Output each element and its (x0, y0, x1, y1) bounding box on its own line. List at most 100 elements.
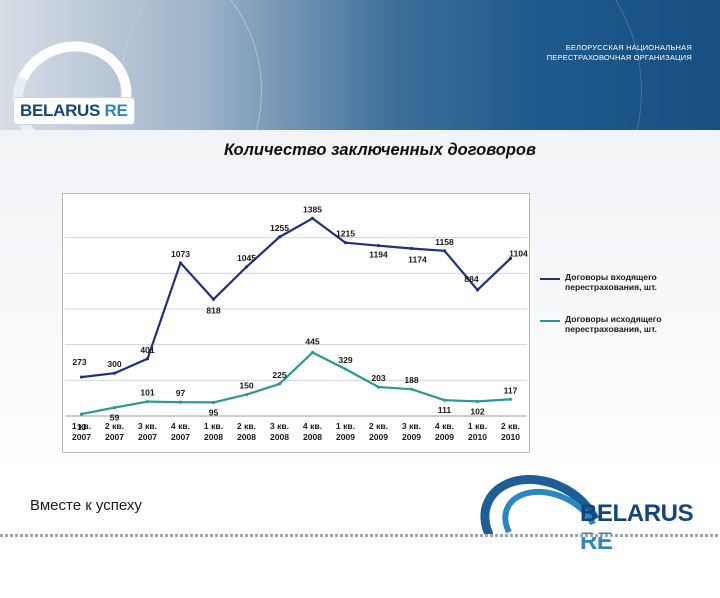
x-tick-label-year: 2010 (468, 432, 487, 442)
data-label: 97 (176, 388, 186, 398)
data-label: 1174 (408, 255, 427, 265)
data-label: 117 (504, 385, 518, 395)
data-point (211, 400, 216, 405)
x-tick-label-quarter: 4 кв. (171, 421, 190, 431)
data-label: 1158 (435, 237, 454, 247)
footer-divider (0, 534, 720, 537)
x-tick-label-quarter: 1 кв. (204, 421, 223, 431)
data-point (112, 371, 117, 375)
data-label: 1045 (237, 253, 256, 263)
x-tick-label-year: 2007 (72, 432, 91, 442)
legend-item-incoming: Договоры входящего перестрахования, шт. (540, 270, 710, 312)
data-point (178, 261, 183, 265)
x-tick-label-year: 2008 (303, 432, 322, 442)
x-tick-label-year: 2009 (369, 432, 388, 442)
footer-logo-word: BELARUS RE (580, 500, 710, 556)
data-label: 225 (272, 370, 287, 380)
data-label: 1104 (509, 248, 528, 258)
data-point (409, 387, 414, 391)
org-name-line-1: БЕЛОРУССКАЯ НАЦИОНАЛЬНАЯ (565, 43, 692, 52)
x-tick-label-quarter: 1 кв. (72, 421, 91, 431)
x-tick-label-year: 2010 (501, 432, 520, 442)
x-tick-label-year: 2008 (204, 432, 223, 442)
data-label: 95 (209, 407, 219, 417)
series-line-incoming (81, 217, 512, 379)
data-point (310, 350, 315, 355)
data-point (475, 288, 480, 292)
x-tick-label-year: 2007 (171, 432, 190, 442)
data-point (376, 385, 381, 389)
legend-swatch-outgoing (540, 320, 560, 322)
data-point (145, 357, 150, 361)
data-point (343, 367, 348, 371)
data-point (79, 375, 84, 379)
data-label: 329 (338, 355, 353, 365)
legend-label-outgoing: Договоры исходящего перестрахования, шт. (565, 314, 662, 334)
data-label: 13 (77, 422, 87, 432)
data-label: 59 (110, 413, 120, 423)
x-tick-label-quarter: 4 кв. (303, 421, 322, 431)
x-tick-label-quarter: 3 кв. (138, 421, 157, 431)
data-label: 1215 (336, 229, 355, 239)
data-point (376, 244, 381, 248)
data-label: 1255 (270, 223, 289, 233)
data-label: 203 (371, 373, 386, 383)
x-tick-label-quarter: 2 кв. (105, 421, 124, 431)
x-tick-label-year: 2007 (138, 432, 157, 442)
footer-logo: BELARUS RE (463, 455, 710, 598)
x-tick-label-quarter: 3 кв. (270, 421, 289, 431)
data-label: 188 (404, 375, 419, 385)
legend-swatch-incoming (540, 278, 560, 280)
data-point (277, 235, 282, 239)
data-point (178, 400, 183, 404)
data-label: 401 (140, 345, 155, 355)
footer-logo-belarus: BELARUS (580, 500, 694, 527)
x-tick-label-quarter: 1 кв. (336, 421, 355, 431)
data-label: 1194 (369, 250, 388, 260)
logo-re: RE (104, 101, 128, 120)
data-point (343, 241, 348, 245)
x-tick-label-quarter: 2 кв. (369, 421, 388, 431)
x-tick-label-year: 2008 (237, 432, 256, 442)
x-tick-label-year: 2009 (435, 432, 454, 442)
data-label: 102 (470, 406, 485, 416)
data-point (277, 382, 282, 386)
globe-decoration (120, 0, 642, 130)
x-tick-label-year: 2009 (336, 432, 355, 442)
chart-plot-area: 1 кв. 2007 2 кв. 2007 3 кв. 2007 4 кв. 2007 1 кв… (62, 193, 530, 453)
data-point (508, 397, 513, 401)
data-point (409, 246, 414, 251)
data-label: 1073 (171, 249, 190, 259)
chart-title: Количество заключенных договоров (224, 141, 536, 159)
data-label: 884 (464, 274, 479, 284)
x-tick-label-year: 2007 (105, 432, 124, 442)
data-label: 300 (107, 359, 122, 369)
x-tick-label-quarter: 3 кв. (402, 421, 421, 431)
data-point (475, 399, 480, 404)
x-tick-label-quarter: 2 кв. (501, 421, 520, 431)
org-name-line-2: ПЕРЕСТРАХОВОЧНАЯ ОРГАНИЗАЦИЯ (546, 53, 692, 62)
legend-label-incoming: Договоры входящего перестрахования, шт. (565, 272, 657, 292)
data-point (244, 393, 249, 397)
x-tick-label-year: 2008 (270, 432, 289, 442)
logo-badge: BELARUS RE (14, 98, 134, 124)
data-label: 101 (140, 388, 155, 398)
data-point (112, 405, 117, 410)
logo-word: BELARUS (20, 101, 101, 120)
legend-item-outgoing: Договоры исходящего перестрахования, шт. (540, 312, 710, 354)
data-point (244, 265, 249, 269)
footer-logo-re: RE (580, 528, 613, 555)
data-label: 111 (438, 405, 452, 415)
data-point (79, 412, 84, 416)
data-label: 273 (72, 357, 87, 367)
x-tick-label-year: 2009 (402, 432, 421, 442)
data-label: 445 (305, 337, 320, 347)
data-point (442, 249, 447, 253)
data-point (442, 398, 447, 402)
x-tick-label-quarter: 1 кв. (468, 421, 487, 431)
series-line-outgoing (81, 351, 511, 416)
data-label: 1385 (303, 204, 322, 214)
data-label: 818 (206, 305, 221, 315)
data-point (211, 297, 216, 301)
